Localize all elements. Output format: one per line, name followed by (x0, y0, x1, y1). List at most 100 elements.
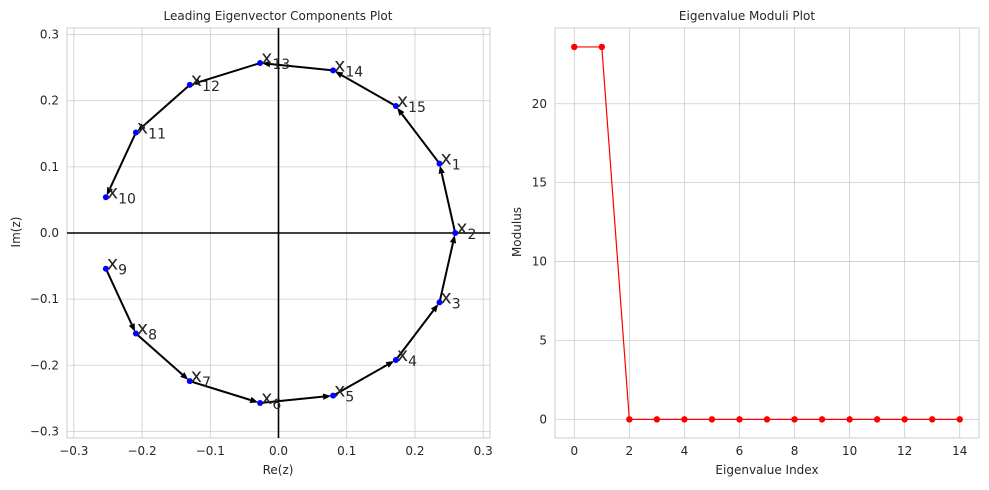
point (102, 265, 109, 272)
y-tick-label: 0.3 (40, 28, 59, 42)
x-tick-label: 12 (897, 444, 912, 458)
x-tick-label: −0.2 (127, 444, 156, 458)
point (436, 299, 443, 306)
arrow-head (397, 107, 405, 116)
x-tick-label: 0.1 (337, 444, 356, 458)
x-tick-label: 0.3 (474, 444, 493, 458)
x-axis-label: Re(z) (263, 463, 294, 477)
data-point (626, 416, 633, 423)
point-label: x1 (441, 148, 461, 174)
y-tick-label: 5 (539, 333, 547, 347)
point (392, 103, 399, 110)
data-point (846, 416, 853, 423)
y-tick-label: −0.2 (30, 358, 59, 372)
data-point (571, 43, 578, 51)
point (186, 378, 193, 385)
data-point (791, 416, 798, 423)
x-tick-label: 14 (952, 444, 967, 458)
x-tick-label: 0 (570, 444, 578, 458)
tick-labels: 0 2 4 6 8 10 12 14 0 5 10 15 20 (532, 97, 968, 458)
point (102, 194, 109, 201)
arrow-shaft (332, 364, 388, 397)
point (257, 399, 264, 406)
arrow-head (449, 234, 457, 244)
point (330, 67, 337, 74)
point (392, 356, 399, 363)
data-point (956, 416, 963, 423)
tick-labels: −0.3 −0.2 −0.1 0.0 0.1 0.2 0.3 −0.3 −0.2 −0.1 0.0 0… (30, 28, 493, 458)
point-label: x12 (191, 69, 220, 95)
data-point (901, 416, 908, 423)
points (571, 43, 963, 423)
arrow-head (249, 396, 259, 404)
point-labels: x1 x2 x3 x4 x5 x6 x7 x8 x9 x10 x11 x12 x13 x14 x15 (107, 47, 476, 413)
arrow-head (191, 78, 201, 85)
data-point (653, 416, 661, 423)
arrow-shaft (341, 74, 397, 107)
arrow-head (106, 186, 113, 196)
arrow-shaft (259, 395, 324, 404)
point-label: x3 (441, 286, 461, 312)
point (132, 330, 139, 337)
arrow-shaft (109, 132, 137, 189)
y-tick-label: −0.1 (30, 292, 59, 306)
data-point (681, 416, 688, 423)
arrow-head (430, 304, 439, 313)
grid (554, 27, 980, 439)
point (132, 129, 139, 136)
point (257, 60, 264, 67)
arrow-head (128, 323, 136, 332)
data-point (598, 43, 606, 51)
y-tick-label: 20 (532, 97, 547, 111)
arrow-head (137, 123, 146, 132)
arrow-shaft (104, 268, 133, 325)
data-point (736, 416, 743, 423)
data-point (873, 416, 881, 423)
y-axis-label: Modulus (510, 207, 524, 257)
arrow-shaft (395, 309, 435, 361)
x-tick-label: −0.1 (196, 444, 225, 458)
arrow-shaft (401, 113, 441, 165)
arrow-shaft (142, 84, 191, 127)
eigenvalue-moduli-chart: Eigenvalue Moduli Plot 0 2 4 6 8 10 12 14 0 5 10 15… (510, 9, 980, 477)
y-tick-label: 0.0 (40, 226, 59, 240)
point (436, 160, 443, 167)
x-tick-label: 0.0 (269, 444, 288, 458)
point (186, 81, 193, 88)
eigenvector-components-chart: Leading Eigenvector Components Plot x1 x2… (9, 9, 493, 477)
x-tick-label: 8 (791, 444, 799, 458)
arrow-head (180, 372, 189, 380)
arrows (104, 60, 457, 404)
arrow-shaft (438, 242, 454, 303)
x-tick-label: 6 (736, 444, 744, 458)
data-point (818, 416, 826, 423)
points (102, 60, 459, 406)
point-label: x14 (334, 54, 363, 80)
data-point (708, 416, 716, 423)
point-label: x11 (137, 116, 166, 142)
arrow-shaft (440, 173, 457, 234)
zero-axes (67, 28, 490, 438)
arrow-head (438, 165, 445, 175)
y-tick-label: 0.1 (40, 160, 59, 174)
y-tick-label: 0.2 (40, 94, 59, 108)
x-tick-label: −0.3 (59, 444, 88, 458)
point (452, 230, 459, 236)
y-axis-label: Im(z) (9, 217, 23, 248)
arrow-shaft (199, 62, 261, 83)
point-label: x5 (334, 380, 354, 406)
y-tick-label: 10 (532, 255, 547, 269)
y-tick-label: 15 (532, 176, 547, 190)
arrow-shaft (135, 332, 183, 376)
point (330, 392, 337, 399)
point-label: x10 (107, 181, 136, 207)
data-point (928, 416, 936, 423)
point-label: x13 (261, 47, 290, 73)
point-label: x15 (397, 90, 426, 116)
point-label: x9 (107, 253, 127, 279)
point-label: x2 (456, 217, 476, 243)
x-tick-label: 0.2 (405, 444, 424, 458)
point-label: x4 (397, 344, 417, 370)
x-axis-label: Eigenvalue Index (715, 463, 818, 477)
